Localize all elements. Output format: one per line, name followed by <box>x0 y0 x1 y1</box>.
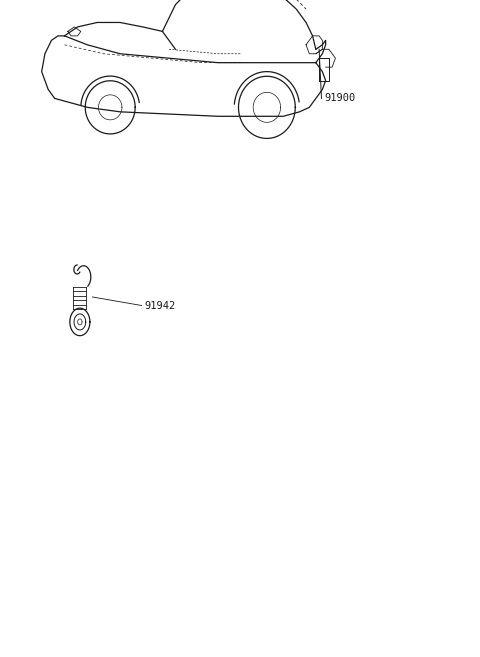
Text: 91900: 91900 <box>324 93 355 103</box>
Text: 91942: 91942 <box>144 300 175 311</box>
